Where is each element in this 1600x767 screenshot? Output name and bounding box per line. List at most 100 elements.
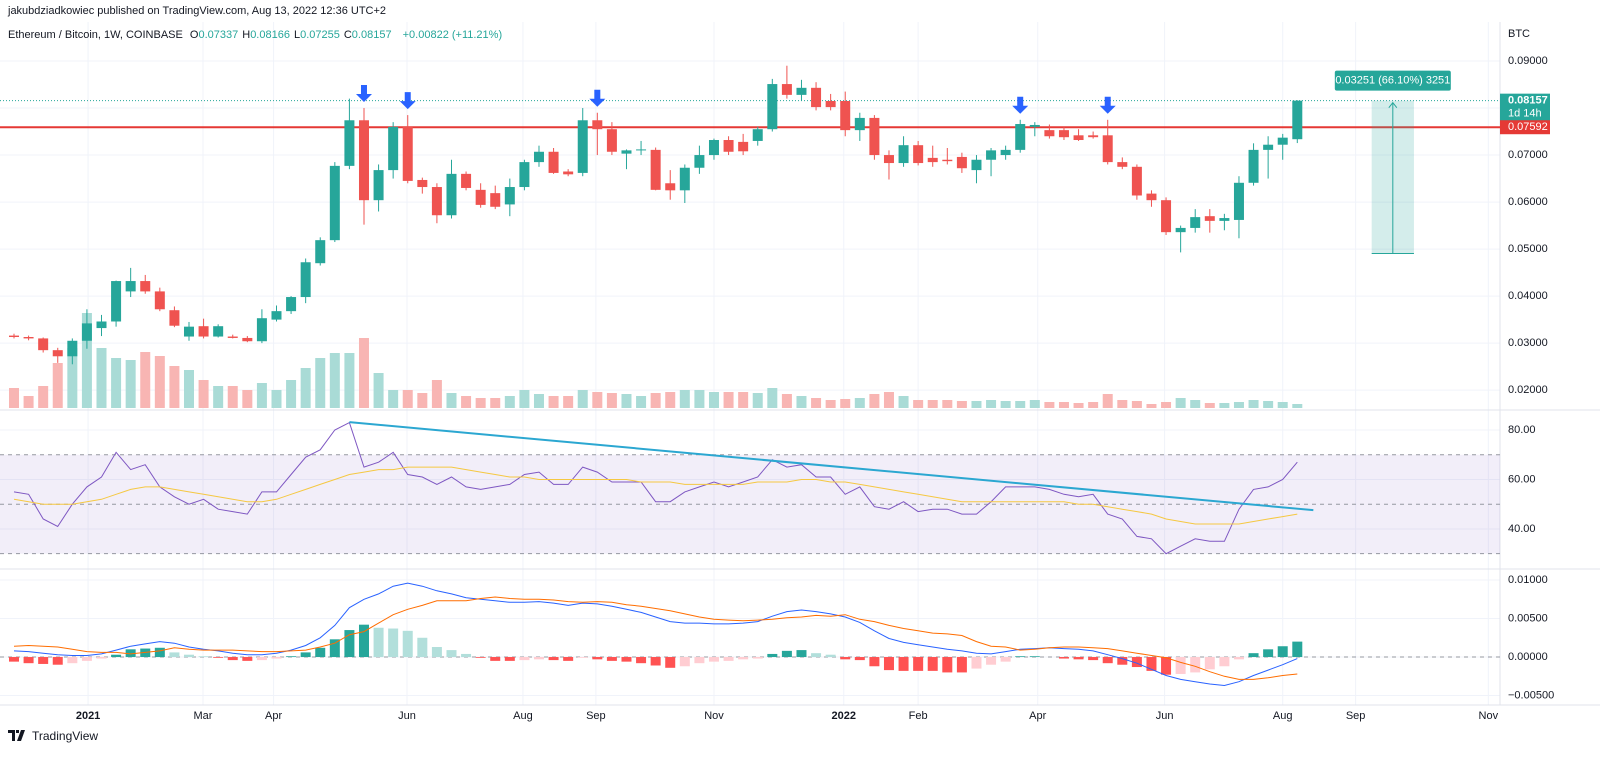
candle-body (869, 117, 880, 156)
volume-bar (942, 400, 953, 408)
legend-key: O (189, 29, 199, 41)
volume-bar (781, 394, 792, 408)
histogram-bar (213, 657, 224, 658)
histogram-bar (358, 624, 369, 658)
legend-value: 0.07337 (198, 29, 239, 41)
volume-bar (854, 398, 865, 408)
volume-bar (67, 348, 78, 408)
histogram-bar (971, 657, 982, 669)
volume-bar (256, 383, 267, 408)
histogram-bar (1175, 657, 1186, 674)
candle-body (169, 310, 180, 326)
candle-body (1190, 217, 1201, 228)
candle-body (986, 150, 997, 160)
volume-bar (533, 394, 544, 408)
y-tick-label: 0.01000 (1508, 574, 1548, 586)
candle-body (431, 187, 442, 216)
ohlc-values: O0.07337 H0.08166 L0.07255 C0.08157 (190, 29, 396, 41)
histogram-bar (256, 657, 267, 661)
x-tick-label: Sep (586, 710, 606, 722)
candle-body (1073, 135, 1084, 141)
candle-body (738, 141, 749, 152)
histogram-bar (942, 657, 953, 673)
histogram-bar (271, 657, 282, 659)
volume-bar (183, 370, 194, 408)
candle-body (1263, 144, 1274, 150)
histogram-bar (650, 657, 661, 666)
volume-bar (1292, 404, 1303, 408)
volume-bar (1044, 402, 1055, 408)
x-tick-label: Apr (265, 710, 282, 722)
candle-body (198, 326, 209, 337)
candle-body (81, 323, 92, 341)
histogram-bar (592, 657, 603, 660)
y-tick-label: −0.00500 (1508, 689, 1554, 701)
candle-body (140, 281, 151, 292)
histogram-bar (883, 657, 894, 671)
volume-bar (1058, 402, 1069, 408)
histogram-bar (533, 657, 544, 660)
histogram-bar (417, 637, 428, 658)
indicator-line (13, 421, 1298, 555)
volume-bar (1219, 403, 1230, 408)
histogram-bar (1204, 657, 1215, 670)
candle-body (1088, 135, 1099, 138)
candle-body (125, 281, 136, 292)
volume-bar (504, 396, 515, 408)
candle-body (650, 149, 661, 190)
candle-body (475, 189, 486, 205)
histogram-bar (315, 647, 326, 658)
volume-bar (111, 358, 122, 408)
candle-body (490, 193, 501, 207)
volume-bar (621, 394, 632, 408)
histogram-bar (388, 628, 399, 658)
candle-body (694, 155, 705, 168)
histogram-bar (840, 657, 851, 660)
candle-body (1161, 200, 1172, 233)
histogram-bar (8, 657, 19, 662)
volume-bar (52, 363, 63, 408)
histogram-bar (242, 657, 253, 661)
histogram-bar (154, 647, 165, 658)
volume-bar (125, 360, 136, 408)
histogram-bar (1000, 657, 1011, 662)
histogram-bar (1161, 657, 1172, 675)
histogram-bar (636, 657, 647, 664)
candle-body (38, 338, 49, 351)
candle-body (300, 262, 311, 298)
volume-bar (956, 401, 967, 408)
candle-body (446, 173, 457, 216)
volume-bar (577, 390, 588, 408)
legend-key: H (242, 29, 251, 41)
histogram-bar (854, 657, 865, 661)
histogram-bar (227, 657, 238, 661)
histogram-bar (198, 656, 209, 658)
candle-body (256, 318, 267, 342)
measure-label-box (1334, 70, 1451, 91)
histogram-bar (461, 653, 472, 658)
histogram-bar (169, 652, 180, 658)
volume-bar (271, 390, 282, 408)
volume-bar (213, 386, 224, 408)
histogram-bar (1102, 657, 1113, 664)
candle-body (781, 84, 792, 95)
candle-body (96, 321, 107, 329)
candle-body (227, 336, 238, 338)
volume-bar (315, 358, 326, 408)
change: +0.00822 (+11.21%) (402, 29, 503, 41)
trendline (349, 421, 1314, 512)
y-tick-label: 0.00000 (1508, 651, 1548, 663)
candle-body (1044, 130, 1055, 137)
volume-bar (1146, 404, 1157, 408)
histogram-bar (329, 639, 340, 658)
volume-bar (869, 394, 880, 408)
candle-body (708, 140, 719, 156)
histogram-bar (125, 649, 136, 658)
candle-body (1248, 149, 1259, 183)
volume-bar (198, 380, 209, 408)
last-price-label: 0.08157 (1508, 95, 1548, 107)
candle-body (752, 129, 763, 141)
volume-bar (417, 393, 428, 408)
annotation-arrow (399, 92, 416, 110)
histogram-bar (679, 657, 690, 667)
